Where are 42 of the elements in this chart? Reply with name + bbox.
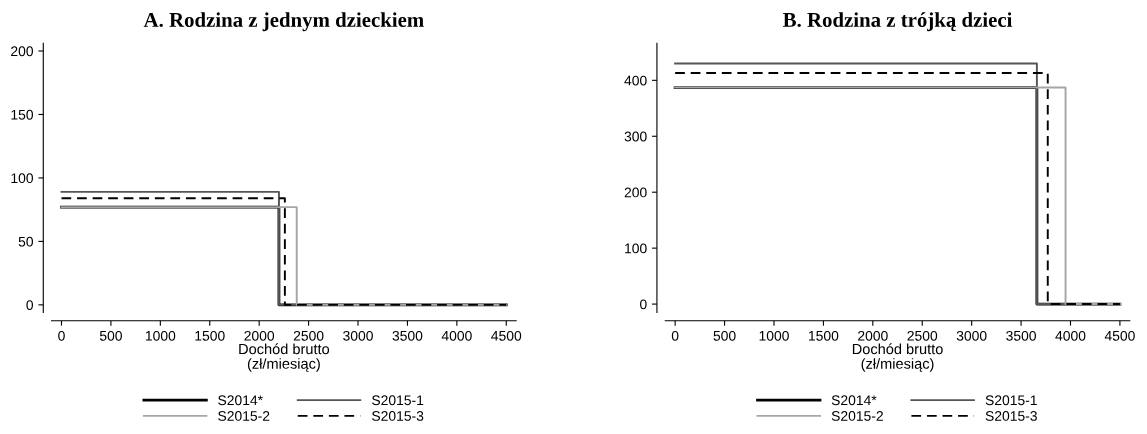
- chart-title: A. Rodzina z jednym dzieckiem: [143, 12, 424, 32]
- x-tick-label: 4000: [441, 330, 472, 341]
- x-tick-label: 2500: [293, 330, 324, 341]
- x-tick-label: 1000: [145, 330, 176, 341]
- y-tick-label: 0: [640, 299, 647, 310]
- legend-label: S2015-2: [831, 411, 883, 421]
- legend-label: S2015-3: [985, 411, 1037, 421]
- x-tick-label: 2500: [907, 330, 938, 341]
- y-tick-label: 400: [624, 75, 647, 86]
- x-tick-label: 1000: [759, 330, 789, 341]
- x-axis-title: Dochód brutto (zł/miesiąc): [852, 343, 943, 372]
- x-tick-label: 2000: [858, 330, 888, 341]
- y-tick-label: 200: [11, 46, 34, 57]
- legend-label: S2015-1: [985, 395, 1037, 406]
- x-tick-label: 3500: [1006, 330, 1036, 341]
- y-tick-label: 100: [11, 173, 34, 184]
- legend-label: S2015-2: [218, 411, 270, 421]
- x-tick-label: 4000: [1055, 330, 1086, 341]
- x-tick-label: 3000: [343, 330, 373, 341]
- y-tick-label: 50: [18, 236, 34, 247]
- x-tick-label: 3500: [392, 330, 423, 341]
- legend-label: S2014*: [218, 395, 263, 406]
- legend-label: S2015-3: [372, 411, 424, 421]
- x-tick-label: 0: [58, 330, 65, 341]
- y-tick-label: 300: [624, 131, 647, 142]
- x-tick-label: 4500: [491, 330, 522, 341]
- legend-label: S2015-1: [372, 395, 424, 406]
- x-tick-label: 2000: [244, 330, 275, 341]
- x-tick-label: 500: [713, 330, 736, 341]
- legend-label: S2014*: [831, 395, 877, 406]
- x-tick-label: 0: [671, 330, 679, 341]
- x-tick-label: 500: [99, 330, 122, 341]
- y-tick-label: 100: [625, 243, 647, 254]
- y-tick-label: 0: [26, 300, 34, 311]
- y-tick-label: 150: [11, 109, 34, 120]
- x-tick-label: 1500: [195, 330, 225, 341]
- x-tick-label: 1500: [809, 330, 839, 341]
- x-tick-label: 3000: [956, 330, 987, 341]
- x-axis-title: Dochód brutto (zł/miesiąc): [239, 343, 330, 372]
- x-tick-label: 4500: [1104, 330, 1135, 341]
- y-tick-label: 200: [624, 187, 647, 198]
- chart-title: B. Rodzina z trójką dzieci: [783, 12, 1013, 32]
